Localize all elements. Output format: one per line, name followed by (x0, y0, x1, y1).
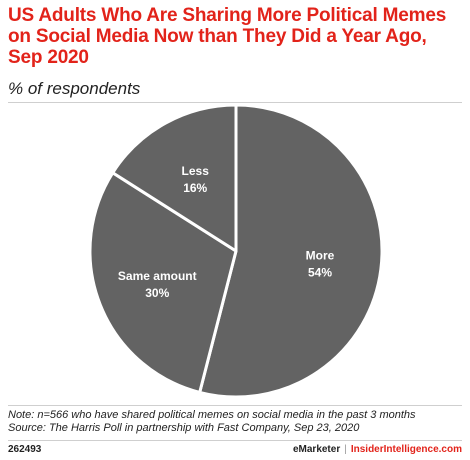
pie-label-value-less: 16% (183, 181, 207, 195)
brand-insider-intelligence: InsiderIntelligence.com (350, 444, 462, 455)
pie-label-less: Less 16% (182, 164, 210, 195)
top-divider (8, 102, 462, 103)
source-text: Source: The Harris Poll in partnership w… (8, 422, 360, 434)
pie-label-name-less: Less (182, 164, 210, 178)
pie-slice-same-amount (88, 171, 238, 394)
brand-separator: | (344, 444, 347, 455)
pie-label-same-amount: Same amount 30% (118, 269, 197, 300)
note-text: Note: n=566 who have shared political me… (8, 409, 416, 421)
pie-label-value-same-amount: 30% (145, 286, 169, 300)
pie-slice-more (198, 103, 384, 399)
pie-label-more: More 54% (306, 249, 335, 280)
bottom-divider (8, 440, 462, 441)
pie-slices (88, 103, 384, 399)
chart-id: 262493 (8, 444, 42, 455)
chart-title: US Adults Who Are Sharing More Political… (8, 5, 447, 68)
pie-labels: More 54% Same amount 30% Less 16% (118, 164, 335, 300)
brand-emarketer: eMarketer (292, 444, 341, 455)
pie-label-name-more: More (306, 249, 335, 263)
pie-label-value-more: 54% (308, 266, 332, 280)
chart-notes: Note: n=566 who have shared political me… (8, 409, 416, 435)
pie-slice-less (111, 103, 238, 253)
pie-label-name-same-amount: Same amount (118, 269, 197, 283)
chart-subtitle: % of respondents (8, 79, 141, 98)
footer-brand: eMarketer | InsiderIntelligence.com (293, 444, 462, 455)
pie-chart: More 54% Same amount 30% Less 16% (88, 103, 384, 399)
middle-divider (8, 405, 462, 406)
